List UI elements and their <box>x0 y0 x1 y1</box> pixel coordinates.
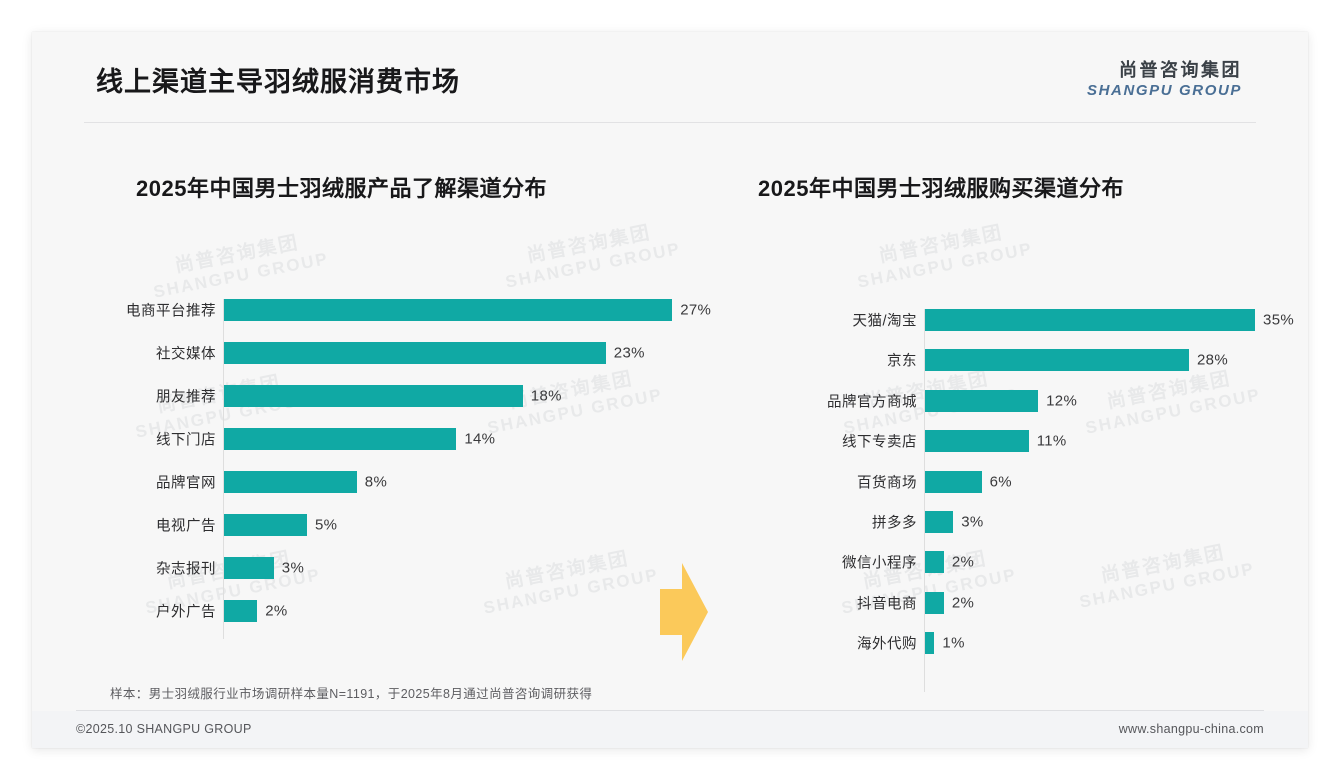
chart-bar <box>224 600 258 622</box>
chart-bar-value: 3% <box>961 513 984 531</box>
chart-bar-value: 23% <box>613 344 645 362</box>
chart-bar <box>224 428 457 450</box>
chart-category-label: 海外代购 <box>857 636 917 653</box>
footer-divider <box>76 710 1264 711</box>
chart-category-label: 百货商场 <box>857 475 917 492</box>
chart-bar <box>925 309 1256 331</box>
chart-bar-row: 海外代购 1% <box>732 632 1292 655</box>
chart-bar <box>925 470 982 493</box>
chart-bar-row: 拼多多 3% <box>732 511 1292 533</box>
chart-bar-value: 3% <box>281 559 305 577</box>
brand-name-cn: 尚普咨询集团 <box>1119 60 1242 80</box>
sample-note: 样本：男士羽绒服行业市场调研样本量N=1191，于2025年8月通过尚普咨询调研… <box>110 687 593 701</box>
chart-bar-value: 2% <box>951 594 975 612</box>
chart-bar <box>925 511 954 533</box>
chart-bar-row: 电商平台推荐 27% <box>70 299 712 321</box>
chart-category-label: 社交媒体 <box>156 346 216 363</box>
chart-category-label: 电商平台推荐 <box>126 303 216 320</box>
chart-panel-awareness: 2025年中国男士羽绒服产品了解渠道分布 电商平台推荐 27% 社交媒体 23% 朋友推… <box>70 123 712 683</box>
chart-bar-row: 百货商场 6% <box>732 470 1292 493</box>
chart-bar-row: 微信小程序 2% <box>732 551 1292 574</box>
chart-bar <box>925 389 1039 412</box>
chart-bar-value: 18% <box>530 387 562 405</box>
chart-bar-value: 8% <box>364 473 388 491</box>
chart-bar <box>224 471 357 493</box>
chart-title-awareness: 2025年中国男士羽绒服产品了解渠道分布 <box>136 176 547 201</box>
slide-card: 尚普咨询集团 SHANGPU GROUP 尚普咨询集团 SHANGPU GROU… <box>32 32 1308 748</box>
chart-category-label: 线下门店 <box>156 432 216 449</box>
chart-axis-line <box>924 309 925 692</box>
chart-bar-value: 12% <box>1046 392 1078 410</box>
chart-bar <box>925 349 1190 372</box>
chart-bar-value: 11% <box>1036 432 1067 450</box>
chart-bar <box>925 632 935 655</box>
chart-bar <box>925 430 1029 453</box>
chart-axis-line <box>223 299 224 639</box>
chart-bar-value: 28% <box>1197 351 1228 369</box>
chart-bar-row: 品牌官网 8% <box>70 471 710 493</box>
chart-category-label: 拼多多 <box>872 515 917 532</box>
chart-category-label: 户外广告 <box>156 604 216 621</box>
chart-bar-value: 6% <box>989 473 1012 491</box>
chart-bar-row: 京东 28% <box>732 349 1292 372</box>
chart-bar <box>224 299 673 321</box>
chart-bar <box>925 551 944 574</box>
chart-bar-row: 品牌官方商城 12% <box>732 389 1292 412</box>
chart-bar <box>224 385 523 407</box>
chart-bar-row: 朋友推荐 18% <box>70 385 710 407</box>
chart-bar <box>925 591 944 614</box>
chart-bar <box>224 514 307 536</box>
chart-bar-row: 电视广告 5% <box>70 514 710 536</box>
chart-bar-row: 线下专卖店 11% <box>732 430 1292 453</box>
chart-bar-value: 14% <box>464 430 496 448</box>
chart-panel-purchase: 2025年中国男士羽绒服购买渠道分布 天猫/淘宝 35% 京东 28% 品牌官方商城 12… <box>732 123 1294 692</box>
brand-name-en: SHANGPU GROUP <box>1087 82 1242 100</box>
chart-category-label: 天猫/淘宝 <box>852 313 917 330</box>
chart-category-label: 微信小程序 <box>842 555 917 572</box>
chart-category-label: 朋友推荐 <box>156 389 216 406</box>
chart-bar-value: 2% <box>265 602 288 620</box>
chart-bar-row: 抖音电商 2% <box>732 591 1292 614</box>
chart-category-label: 线下专卖店 <box>842 434 917 451</box>
chart-category-label: 杂志报刊 <box>156 561 216 578</box>
chart-category-label: 品牌官方商城 <box>827 394 917 411</box>
chart-category-label: 品牌官网 <box>156 475 216 492</box>
charts-container: 2025年中国男士羽绒服产品了解渠道分布 电商平台推荐 27% 社交媒体 23% 朋友推… <box>32 123 1308 692</box>
chart-category-label: 京东 <box>887 353 917 370</box>
chart-bar-value: 27% <box>680 301 712 319</box>
header-divider <box>84 122 1256 123</box>
chart-bar <box>224 342 606 364</box>
chart-bar <box>224 557 274 579</box>
chart-bar-value: 35% <box>1263 311 1294 329</box>
chart-bar-row: 户外广告 2% <box>70 600 710 622</box>
chart-category-label: 电视广告 <box>156 518 216 535</box>
footer-website: www.shangpu-china.com <box>1118 722 1264 736</box>
page-title: 线上渠道主导羽绒服消费市场 <box>96 67 460 97</box>
brand-logo: 尚普咨询集团 SHANGPU GROUP <box>1087 60 1242 100</box>
chart-bar-row: 天猫/淘宝 35% <box>732 309 1294 331</box>
right-arrow-icon <box>660 563 708 661</box>
chart-bar-value: 1% <box>942 634 965 652</box>
chart-bar-row: 杂志报刊 3% <box>70 557 710 579</box>
chart-bar-value: 2% <box>951 553 975 571</box>
chart-bar-row: 社交媒体 23% <box>70 342 710 364</box>
chart-bar-value: 5% <box>315 516 338 534</box>
slide-header: 线上渠道主导羽绒服消费市场 尚普咨询集团 SHANGPU GROUP <box>32 32 1308 123</box>
chart-title-purchase: 2025年中国男士羽绒服购买渠道分布 <box>758 176 1124 201</box>
chart-bar-row: 线下门店 14% <box>70 428 710 450</box>
footer-copyright: ©2025.10 SHANGPU GROUP <box>76 722 252 736</box>
slide-footer: ©2025.10 SHANGPU GROUP www.shangpu-china… <box>32 711 1308 748</box>
chart-category-label: 抖音电商 <box>857 596 917 613</box>
